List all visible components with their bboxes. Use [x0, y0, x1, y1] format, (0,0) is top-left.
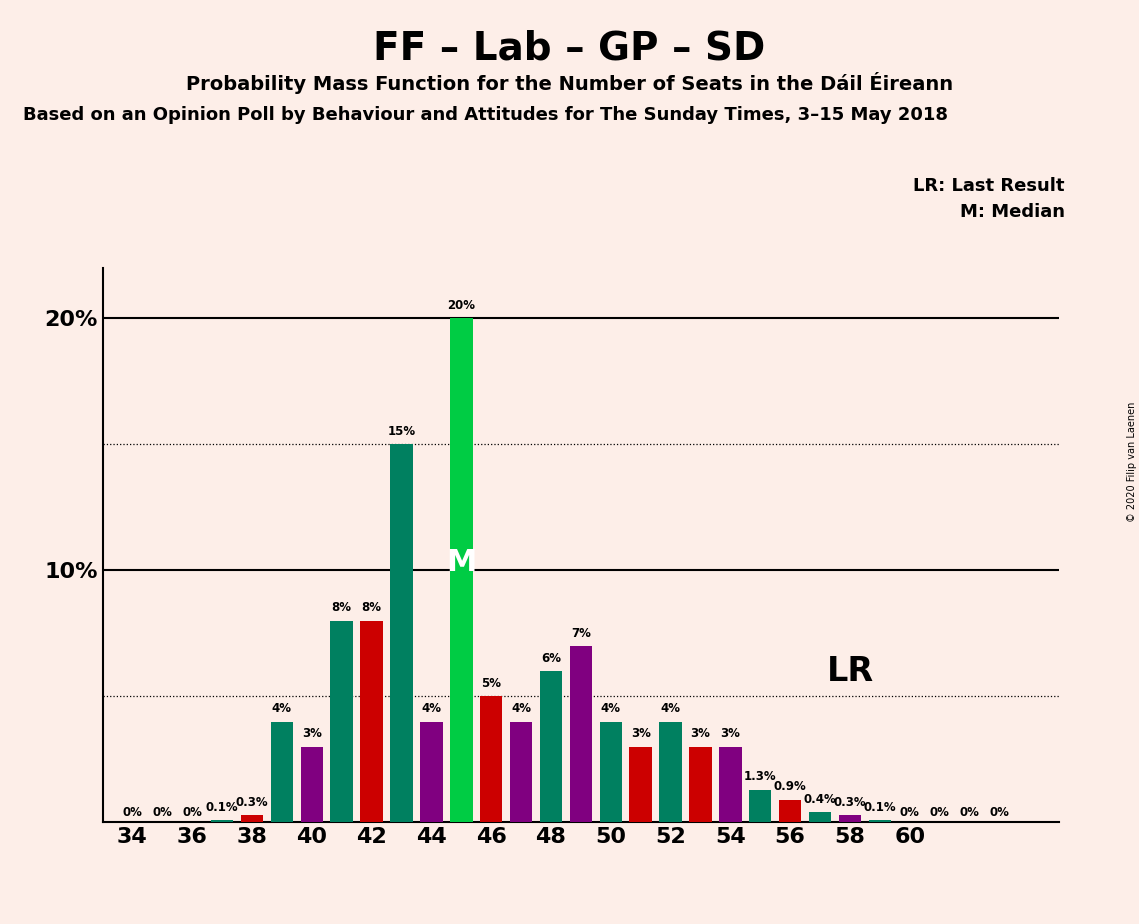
Bar [301, 747, 323, 822]
Text: 8%: 8% [361, 602, 382, 614]
Text: FF – Lab – GP – SD: FF – Lab – GP – SD [374, 30, 765, 67]
Bar [211, 820, 233, 822]
Bar [330, 621, 353, 822]
Text: 4%: 4% [511, 702, 531, 715]
Text: 0.1%: 0.1% [863, 800, 896, 813]
Bar [450, 319, 473, 822]
Text: 7%: 7% [571, 626, 591, 639]
Bar [540, 671, 563, 822]
Text: 0%: 0% [900, 807, 919, 820]
Text: 15%: 15% [387, 425, 416, 438]
Bar [391, 444, 412, 822]
Text: 0%: 0% [153, 807, 172, 820]
Bar [838, 815, 861, 822]
Bar [809, 812, 831, 822]
Text: 4%: 4% [421, 702, 442, 715]
Text: Probability Mass Function for the Number of Seats in the Dáil Éireann: Probability Mass Function for the Number… [186, 72, 953, 94]
Text: 5%: 5% [481, 677, 501, 690]
Bar [599, 722, 622, 822]
Bar [360, 621, 383, 822]
Bar [480, 697, 502, 822]
Text: LR: LR [827, 655, 874, 687]
Bar [240, 815, 263, 822]
Bar [510, 722, 532, 822]
Text: 4%: 4% [661, 702, 681, 715]
Bar [869, 820, 891, 822]
Text: 3%: 3% [690, 727, 711, 740]
Text: 0.4%: 0.4% [804, 793, 836, 806]
Text: 0%: 0% [990, 807, 1009, 820]
Bar [420, 722, 443, 822]
Bar [749, 790, 771, 822]
Bar [630, 747, 652, 822]
Bar [779, 799, 802, 822]
Text: 3%: 3% [721, 727, 740, 740]
Bar [659, 722, 682, 822]
Text: 3%: 3% [302, 727, 321, 740]
Text: 0%: 0% [960, 807, 980, 820]
Text: 8%: 8% [331, 602, 352, 614]
Text: 3%: 3% [631, 727, 650, 740]
Text: 0.1%: 0.1% [206, 800, 238, 813]
Text: 0.3%: 0.3% [236, 796, 269, 808]
Text: 0%: 0% [182, 807, 202, 820]
Text: 4%: 4% [600, 702, 621, 715]
Text: LR: Last Result: LR: Last Result [913, 177, 1065, 195]
Text: 0.9%: 0.9% [773, 781, 806, 794]
Bar [271, 722, 293, 822]
Text: 20%: 20% [448, 299, 475, 312]
Text: 4%: 4% [272, 702, 292, 715]
Text: © 2020 Filip van Laenen: © 2020 Filip van Laenen [1126, 402, 1137, 522]
Text: 6%: 6% [541, 651, 562, 665]
Bar [570, 646, 592, 822]
Text: 0%: 0% [123, 807, 142, 820]
Text: M: M [446, 548, 476, 578]
Text: M: Median: M: Median [960, 203, 1065, 221]
Text: 0.3%: 0.3% [834, 796, 867, 808]
Text: 1.3%: 1.3% [744, 771, 777, 784]
Text: 0%: 0% [929, 807, 950, 820]
Bar [719, 747, 741, 822]
Text: Based on an Opinion Poll by Behaviour and Attitudes for The Sunday Times, 3–15 M: Based on an Opinion Poll by Behaviour an… [23, 106, 948, 124]
Bar [689, 747, 712, 822]
